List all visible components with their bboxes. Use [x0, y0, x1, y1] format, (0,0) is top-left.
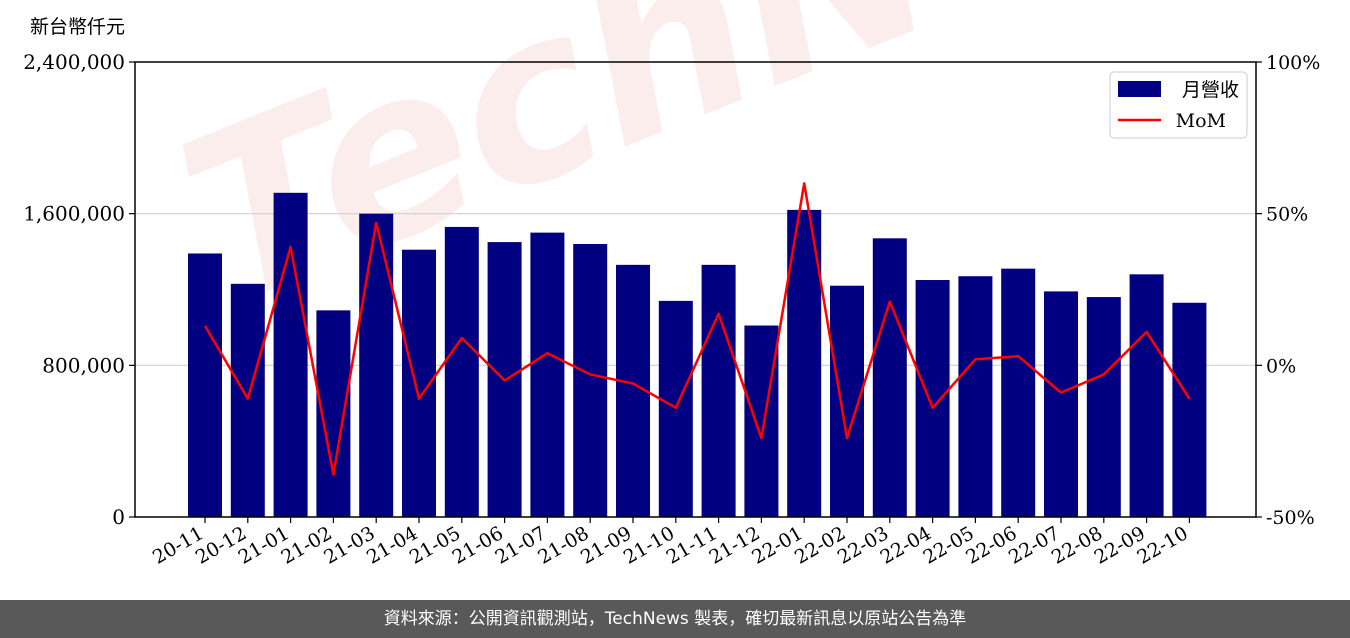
x-tick-label: 22-10 [1133, 522, 1191, 568]
legend: 月營收 MoM [1109, 71, 1248, 139]
x-axis-ticks: 20-1120-1221-0121-0221-0321-0421-0521-06… [149, 517, 1192, 569]
revenue-bar [915, 280, 950, 517]
revenue-bar [444, 226, 479, 517]
legend-label-mom: MoM [1176, 110, 1226, 132]
footer-source-note: 資料來源：公開資訊觀測站，TechNews 製表，確切最新訊息以原站公告為準 [0, 600, 1350, 638]
right-tick-label: -50% [1266, 507, 1315, 529]
revenue-bar [958, 276, 993, 517]
left-tick-label: 800,000 [42, 353, 125, 377]
plot-frame [134, 61, 1257, 518]
right-tick-label: 0% [1266, 355, 1296, 377]
revenue-bar [1001, 268, 1036, 517]
left-tick-label: 0 [112, 505, 125, 529]
revenue-bar [359, 213, 394, 517]
revenue-bar [701, 264, 736, 517]
mom-line-series [203, 182, 1191, 476]
right-tick-label: 50% [1266, 204, 1308, 226]
revenue-bar [188, 253, 222, 517]
left-tick-label: 2,400,000 [23, 50, 125, 74]
revenue-bar [1172, 302, 1207, 517]
revenue-bar [1086, 297, 1121, 517]
revenue-bar [744, 325, 779, 517]
left-axis-ticks: 0 800,000 1,600,000 2,400,000 [23, 50, 135, 529]
revenue-bar [1044, 291, 1078, 517]
left-tick-label: 1,600,000 [23, 202, 125, 226]
revenue-bar [230, 283, 265, 517]
revenue-bar [1129, 274, 1164, 517]
revenue-bar [787, 209, 822, 517]
legend-label-revenue: 月營收 [1182, 79, 1239, 101]
revenue-bar [530, 232, 565, 517]
right-axis-ticks: -50% 0% 50% 100% [1256, 52, 1320, 529]
revenue-bar [872, 238, 907, 517]
revenue-bar [273, 192, 308, 517]
revenue-bars [188, 192, 1207, 517]
mom-line [203, 182, 1191, 476]
legend-swatch-bar [1118, 81, 1161, 97]
revenue-chart: 0 800,000 1,600,000 2,400,000 -50% 0% 50% 100%… [23, 16, 1320, 569]
y-axis-unit-label: 新台幣仟元 [30, 16, 125, 38]
right-tick-label: 100% [1266, 52, 1320, 74]
revenue-bar [573, 244, 608, 517]
